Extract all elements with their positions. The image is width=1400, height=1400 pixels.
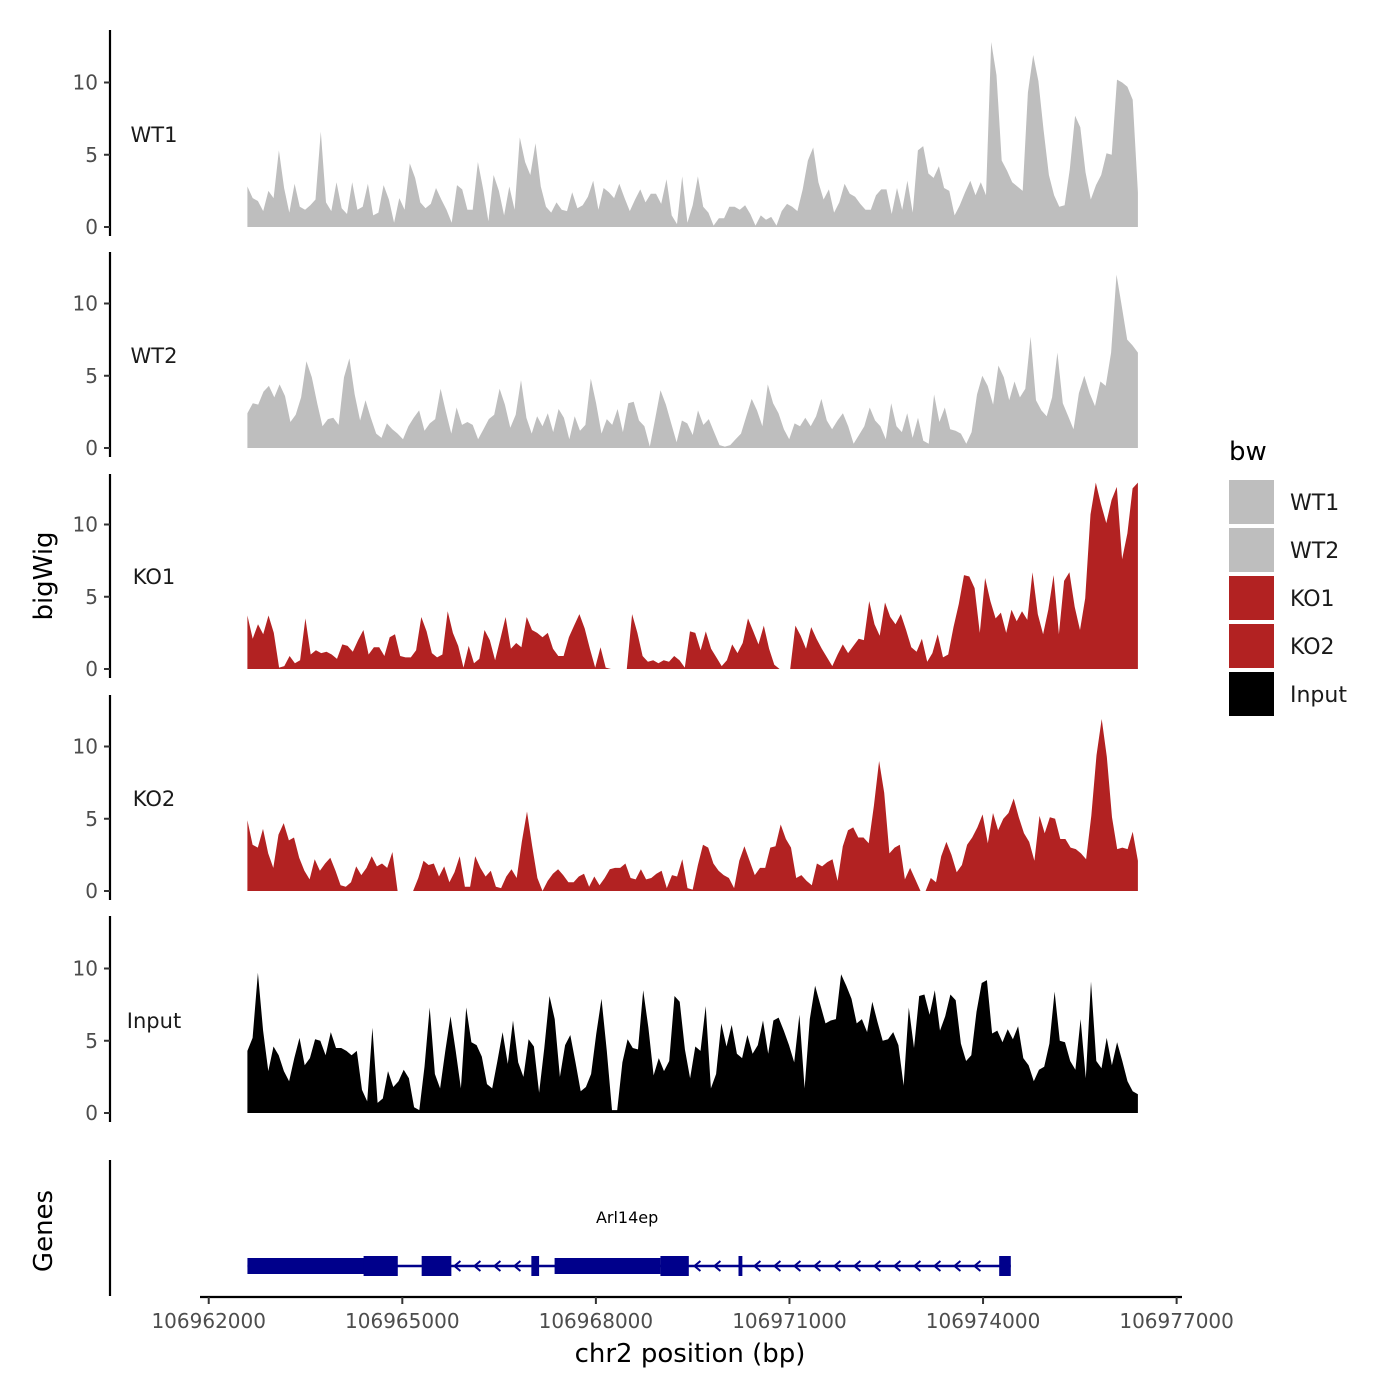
y-tick-label: 5 — [85, 143, 98, 167]
y-tick-label: 10 — [73, 957, 98, 981]
strand-arrow — [852, 1260, 862, 1272]
track-wt1: 0 5 10 WT1 — [73, 30, 1138, 239]
area-series-input — [247, 972, 1138, 1113]
strand-arrow — [912, 1260, 922, 1272]
track-label: WT2 — [131, 344, 178, 368]
track-wt2: 0 5 10 WT2 — [73, 252, 1138, 460]
legend-label: KO1 — [1290, 587, 1335, 612]
track-ko1: 0 5 10 KO1 — [73, 474, 1138, 681]
legend-label: KO2 — [1290, 635, 1335, 660]
gene-track-panel: Arl14ep — [108, 1160, 1011, 1296]
area-series-ko1 — [247, 482, 1138, 669]
track-label: WT1 — [131, 123, 178, 147]
strand-arrow — [492, 1260, 502, 1272]
legend-label: WT2 — [1290, 539, 1339, 564]
tracks-panel: 0 5 10 WT1 0 5 10 WT2 0 5 10 KO1 0 5 10 KO2 0 5 10 Input — [73, 30, 1138, 1125]
strand-arrow — [512, 1260, 522, 1272]
y-tick-label: 0 — [85, 215, 98, 239]
strand-arrow — [692, 1260, 702, 1272]
genes-axis-title: Genes — [29, 1190, 59, 1272]
x-tick-label: 106977000 — [1119, 1309, 1234, 1333]
legend-key-ko1 — [1229, 576, 1274, 620]
track-input: 0 5 10 Input — [73, 916, 1138, 1125]
gene-name-label: Arl14ep — [596, 1208, 658, 1227]
x-tick-label: 106965000 — [345, 1309, 460, 1333]
gene-exon — [421, 1256, 452, 1276]
track-ko2: 0 5 10 KO2 — [73, 695, 1138, 903]
y-tick-label: 10 — [73, 735, 98, 759]
y-tick-label: 0 — [85, 657, 98, 681]
x-tick-label: 106962000 — [151, 1309, 266, 1333]
strand-arrow — [832, 1260, 842, 1272]
y-tick-label: 5 — [85, 807, 98, 831]
y-tick-label: 0 — [85, 436, 98, 460]
y-tick-label: 0 — [85, 879, 98, 903]
y-tick-label: 5 — [85, 364, 98, 388]
strand-arrow — [872, 1260, 882, 1272]
x-tick-label: 106968000 — [539, 1309, 654, 1333]
x-axis: 106962000 106965000 106968000 106971000 1069… — [151, 1295, 1234, 1333]
gene-exon — [363, 1256, 398, 1276]
strand-arrow — [752, 1260, 762, 1272]
x-axis-title: chr2 position (bp) — [575, 1339, 806, 1369]
legend-key-ko2 — [1229, 624, 1274, 668]
y-tick-label: 5 — [85, 1029, 98, 1053]
y-tick-label: 10 — [73, 71, 98, 95]
legend-title: bw — [1229, 437, 1267, 467]
y-tick-label: 0 — [85, 1101, 98, 1125]
strand-arrow — [452, 1260, 462, 1272]
strand-arrow — [892, 1260, 902, 1272]
gene-exon — [531, 1256, 540, 1276]
gene-exon — [738, 1256, 743, 1276]
strand-arrow — [712, 1260, 722, 1272]
area-series-wt2 — [247, 274, 1138, 448]
track-label: KO2 — [133, 787, 176, 811]
track-label: Input — [127, 1009, 181, 1033]
x-tick-label: 106971000 — [732, 1309, 847, 1333]
y-tick-label: 5 — [85, 585, 98, 609]
legend-label: WT1 — [1290, 491, 1339, 516]
gene-exon — [999, 1256, 1011, 1276]
legend-label: Input — [1290, 683, 1347, 708]
y-tick-label: 10 — [73, 292, 98, 316]
track-label: KO1 — [133, 565, 176, 589]
strand-arrow — [792, 1260, 802, 1272]
area-series-ko2 — [247, 719, 1138, 891]
y-axis-title: bigWig — [29, 531, 59, 620]
x-tick-label: 106974000 — [926, 1309, 1041, 1333]
gene-exon — [660, 1256, 689, 1276]
strand-arrow — [472, 1260, 482, 1272]
strand-arrow — [952, 1260, 962, 1272]
legend: bw WT1 WT2 KO1 KO2 Input — [1229, 437, 1347, 716]
legend-key-wt1 — [1229, 480, 1274, 524]
area-series-wt1 — [247, 42, 1138, 227]
legend-key-input — [1229, 672, 1274, 716]
strand-arrow — [932, 1260, 942, 1272]
y-tick-label: 10 — [73, 513, 98, 537]
strand-arrow — [772, 1260, 782, 1272]
strand-arrow — [812, 1260, 822, 1272]
gene-exon — [554, 1258, 661, 1274]
gene-exon — [247, 1258, 396, 1274]
strand-arrow — [972, 1260, 982, 1272]
legend-key-wt2 — [1229, 528, 1274, 572]
